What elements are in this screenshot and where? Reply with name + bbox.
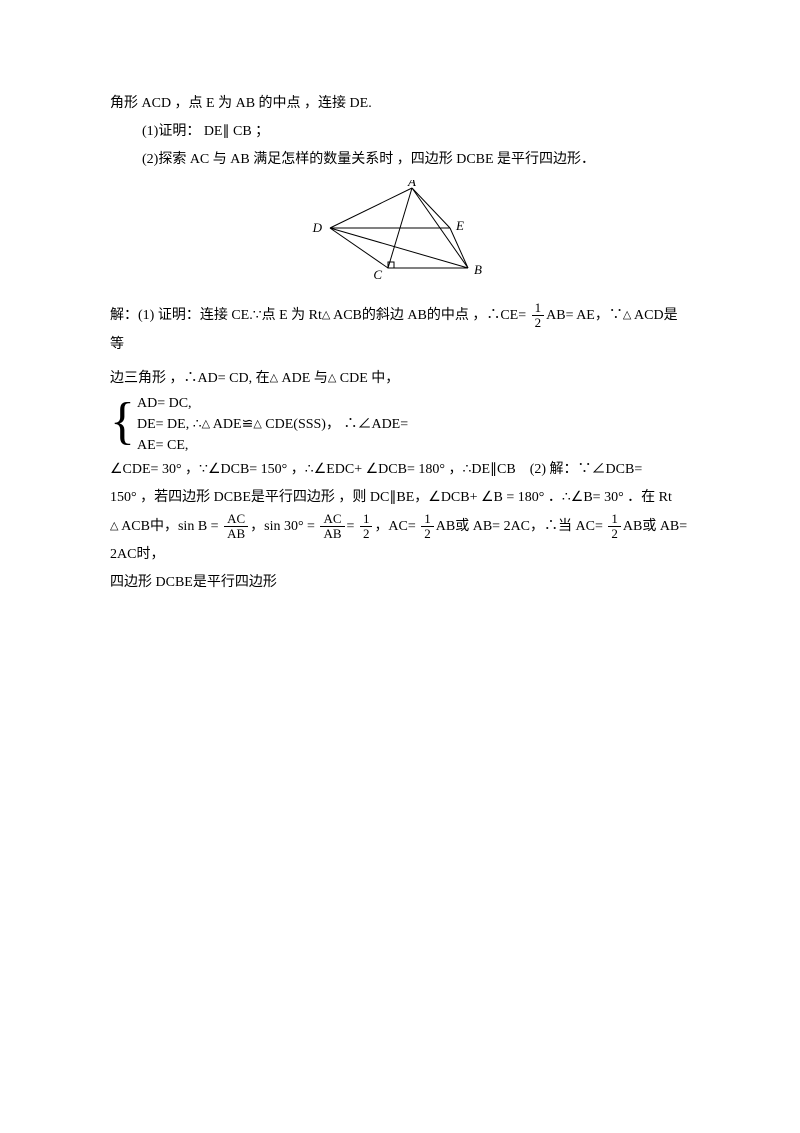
vertex-D: D — [312, 220, 323, 235]
text: ，AC= — [374, 519, 419, 534]
text: CDE 中， — [336, 371, 399, 386]
text: 解：(1) 证明：连接 CE.∵点 E 为 Rt — [110, 308, 322, 323]
intro-line-1: 角形 ACD ，点 E 为 AB 的中点 ，连接 DE. — [110, 90, 690, 118]
text: 边三角形 ，∴AD= CD, 在 — [110, 371, 270, 386]
vertex-B: B — [474, 262, 482, 277]
fraction-half: 12 — [360, 512, 373, 542]
case-brace: { AD= DC, DE= DE, ∴△ ADE≌△ CDE(SSS)， ∴∠A… — [110, 393, 408, 456]
text: AB或 AB= 2AC，∴当 AC= — [436, 519, 607, 534]
text: AB= AE，∵ — [546, 308, 623, 323]
triangle-icon: △ — [270, 372, 278, 384]
text: ACB中，sin B = — [118, 519, 222, 534]
solution-para-6: 四边形 DCBE是平行四边形 — [110, 569, 690, 597]
text: ACB的斜边 AB的中点 ，∴CE= — [330, 308, 529, 323]
text: ，sin 30° = — [250, 519, 318, 534]
solution-para-4: 150° ，若四边形 DCBE是平行四边形 ，则 DC∥BE，∠DCB+ ∠B … — [110, 484, 690, 512]
vertex-A: A — [407, 180, 416, 189]
vertex-C: C — [373, 267, 382, 282]
brace-row-2: DE= DE, ∴△ ADE≌△ CDE(SSS)， ∴∠ADE= — [137, 414, 408, 435]
vertex-E: E — [455, 218, 464, 233]
solution-para-3: ∠CDE= 30° ，∵∠DCB= 150° ，∴∠EDC+ ∠DCB= 180… — [110, 456, 690, 484]
text: = — [347, 519, 358, 534]
fraction-ac-ab: ACAB — [320, 512, 344, 542]
solution-para-1: 解：(1) 证明：连接 CE.∵点 E 为 Rt△ ACB的斜边 AB的中点 ，… — [110, 301, 690, 359]
text: ADE 与 — [278, 371, 328, 386]
document-page: 角形 ACD ，点 E 为 AB 的中点 ，连接 DE. (1)证明： DE∥ … — [0, 0, 800, 597]
solution-para-2: 边三角形 ，∴AD= CD, 在△ ADE 与△ CDE 中， { AD= DC… — [110, 365, 690, 456]
brace-row-3: AE= CE, — [137, 435, 408, 456]
question-2: (2)探索 AC 与 AB 满足怎样的数量关系时 ，四边形 DCBE 是平行四边… — [110, 146, 690, 174]
left-brace-icon: { — [110, 396, 135, 448]
brace-row-1: AD= DC, — [137, 393, 408, 414]
fraction-ac-ab: ACAB — [224, 512, 248, 542]
fraction-half: 12 — [421, 512, 434, 542]
geometry-figure: A D E C B — [110, 180, 690, 293]
fraction-half: 12 — [532, 301, 545, 331]
solution-para-5: △ ACB中，sin B = ACAB，sin 30° = ACAB= 12，A… — [110, 512, 690, 570]
fraction-half: 12 — [608, 512, 621, 542]
question-1: (1)证明： DE∥ CB ； — [110, 118, 690, 146]
